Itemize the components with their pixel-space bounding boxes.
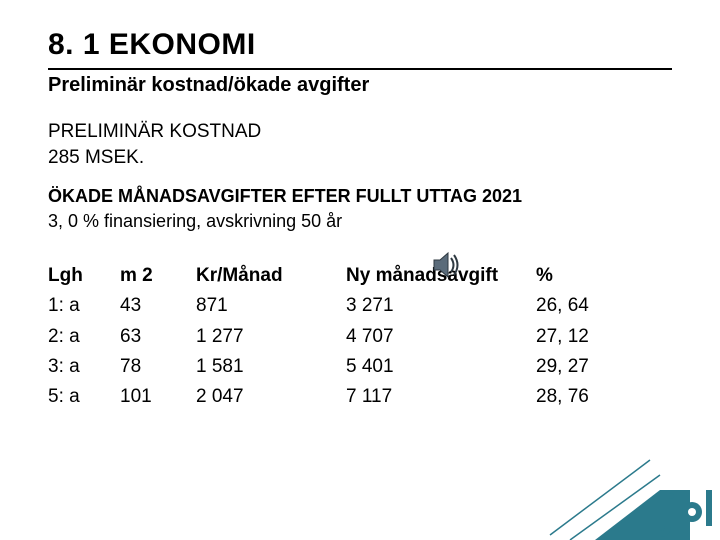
table-row: 5: a 101 2 047 7 117 28, 76: [48, 382, 616, 412]
table-row: 3: a 78 1 581 5 401 29, 27: [48, 352, 616, 382]
cell: 28, 76: [536, 382, 616, 412]
section1-value: 285 MSEK.: [48, 145, 672, 171]
col-header-kr: Kr/Månad: [196, 261, 346, 291]
cell: 1: a: [48, 291, 120, 321]
cell: 2: a: [48, 322, 120, 352]
cell: 29, 27: [536, 352, 616, 382]
cell: 7 117: [346, 382, 536, 412]
title-divider: [48, 68, 672, 70]
cell: 2 047: [196, 382, 346, 412]
cell: 1 277: [196, 322, 346, 352]
col-header-pct: %: [536, 261, 616, 291]
col-header-m2: m 2: [120, 261, 196, 291]
cell: 78: [120, 352, 196, 382]
cell: 5: a: [48, 382, 120, 412]
cell: 1 581: [196, 352, 346, 382]
cell: 5 401: [346, 352, 536, 382]
section2-value: 3, 0 % finansiering, avskrivning 50 år: [48, 209, 672, 233]
page-subtitle: Preliminär kostnad/ökade avgifter: [48, 74, 672, 97]
col-header-lgh: Lgh: [48, 261, 120, 291]
cell: 4 707: [346, 322, 536, 352]
cell: 27, 12: [536, 322, 616, 352]
section2-heading: ÖKADE MÅNADSAVGIFTER EFTER FULLT UTTAG 2…: [48, 184, 672, 208]
page-title: 8. 1 EKONOMI: [48, 28, 672, 62]
fees-table: Lgh m 2 Kr/Månad Ny månadsavgift % 1: a …: [48, 261, 616, 413]
cell: 3: a: [48, 352, 120, 382]
cell: 3 271: [346, 291, 536, 321]
cell: 63: [120, 322, 196, 352]
speaker-icon: [430, 248, 464, 282]
table-header-row: Lgh m 2 Kr/Månad Ny månadsavgift %: [48, 261, 616, 291]
section1-heading: PRELIMINÄR KOSTNAD: [48, 119, 672, 145]
table-row: 2: a 63 1 277 4 707 27, 12: [48, 322, 616, 352]
cell: 26, 64: [536, 291, 616, 321]
cell: 871: [196, 291, 346, 321]
table-row: 1: a 43 871 3 271 26, 64: [48, 291, 616, 321]
cell: 101: [120, 382, 196, 412]
cell: 43: [120, 291, 196, 321]
corner-decoration: [540, 440, 720, 540]
